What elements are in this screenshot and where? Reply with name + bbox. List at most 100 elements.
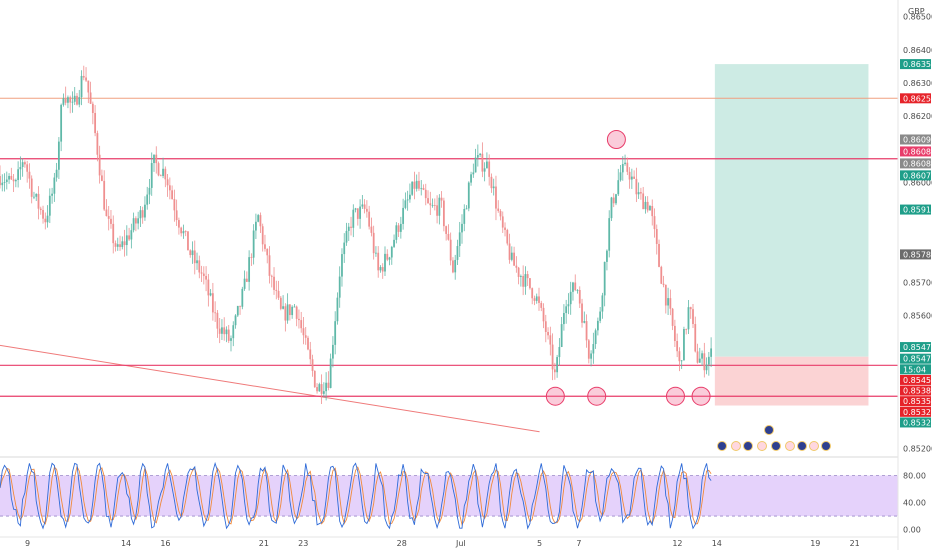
candle-body — [671, 308, 674, 326]
candle-body — [144, 204, 146, 218]
price-badge[interactable] — [900, 146, 931, 157]
candle-body — [275, 289, 278, 291]
candle-body — [689, 307, 692, 310]
candle-body — [96, 133, 99, 155]
candle-body — [524, 274, 527, 287]
candle-body — [470, 174, 472, 183]
price-badge[interactable] — [900, 353, 931, 364]
candle-body — [463, 209, 466, 224]
candle-body — [513, 252, 515, 266]
candle-body — [424, 189, 427, 199]
circle-markers[interactable] — [545, 129, 711, 406]
candle-body — [522, 276, 525, 287]
candle-body — [80, 75, 83, 98]
candle-body — [87, 80, 90, 93]
candle-body — [633, 176, 636, 179]
price-badge-label: 0.86072 — [903, 171, 932, 180]
circle-marker[interactable] — [606, 129, 626, 149]
price-badge-label: 0.85357 — [903, 397, 932, 406]
candle-body — [243, 278, 246, 289]
event-icon[interactable] — [771, 441, 781, 451]
profit-zone[interactable] — [714, 64, 869, 357]
candle-body — [42, 210, 44, 219]
time-tick-label: 28 — [397, 539, 407, 548]
price-badge[interactable] — [900, 385, 931, 396]
event-icon[interactable] — [821, 441, 831, 451]
event-icon[interactable] — [743, 441, 753, 451]
candle-body — [164, 168, 167, 180]
position-tool[interactable] — [714, 64, 869, 406]
candle-body — [119, 244, 121, 248]
time-axis[interactable]: 9 14 16 21 23 28 Jul 5 7 12 14 19 21 — [0, 536, 898, 548]
candle-body — [603, 261, 606, 296]
candle-body — [651, 205, 654, 217]
candle-body — [429, 203, 432, 206]
price-badge[interactable] — [900, 406, 931, 417]
candle-body — [0, 176, 1, 186]
event-icon[interactable] — [757, 441, 767, 451]
circle-marker[interactable] — [691, 386, 711, 406]
candle-body — [73, 95, 76, 102]
candle-body — [175, 210, 178, 221]
trend-line[interactable] — [0, 344, 540, 433]
event-icon[interactable] — [764, 425, 774, 435]
candle-body — [134, 218, 137, 224]
event-icon[interactable] — [797, 441, 807, 451]
price-badge[interactable] — [900, 59, 931, 70]
oscillator-band — [0, 475, 898, 517]
candle-body — [538, 296, 540, 303]
event-icons[interactable] — [717, 425, 831, 451]
candle-body — [544, 321, 547, 332]
price-badge[interactable] — [900, 158, 931, 169]
candle-body — [583, 321, 586, 323]
candle-body — [341, 254, 343, 277]
candle-body — [21, 162, 24, 168]
price-badge[interactable] — [900, 364, 931, 375]
candle-body — [318, 384, 321, 392]
candle-body — [365, 208, 368, 212]
stoch-k-line — [0, 461, 712, 530]
candle-body — [556, 357, 559, 373]
event-icon[interactable] — [731, 441, 741, 451]
candle-body — [291, 306, 294, 316]
price-badge[interactable] — [900, 374, 931, 385]
candle-body — [286, 304, 289, 321]
candle-body — [368, 211, 371, 227]
candle-body — [442, 200, 445, 227]
price-badge[interactable] — [900, 342, 931, 353]
horizontal-levels[interactable] — [0, 97, 898, 433]
candle-body — [585, 321, 588, 341]
price-badge[interactable] — [900, 417, 931, 428]
candle-body — [465, 208, 468, 210]
time-tick-label: 19 — [810, 539, 820, 548]
loss-zone[interactable] — [714, 356, 869, 406]
price-badge[interactable] — [900, 204, 931, 215]
price-badge-label: 0.86254 — [903, 94, 932, 103]
price-badge-label: 0.85382 — [903, 387, 932, 396]
price-badge[interactable] — [900, 396, 931, 407]
price-badge[interactable] — [900, 249, 931, 260]
candle-body — [264, 244, 266, 249]
candle-body — [685, 329, 688, 330]
candle-body — [438, 197, 441, 216]
event-icon[interactable] — [785, 441, 795, 451]
price-badge[interactable] — [900, 93, 931, 104]
candle-body — [377, 252, 380, 271]
event-icon[interactable] — [717, 441, 727, 451]
price-badge[interactable] — [900, 134, 931, 145]
price-badge[interactable] — [900, 170, 931, 181]
candle-body — [218, 328, 221, 334]
circle-marker[interactable] — [545, 386, 565, 406]
candle-body — [506, 229, 509, 244]
candle-body — [409, 194, 411, 200]
candle-body — [497, 208, 500, 211]
candle-body — [322, 391, 325, 394]
candle-body — [354, 208, 357, 210]
event-icon[interactable] — [809, 441, 819, 451]
circle-marker[interactable] — [665, 386, 685, 406]
circle-marker[interactable] — [587, 386, 607, 406]
oscillator-tick-label: 40.00 — [903, 499, 926, 508]
